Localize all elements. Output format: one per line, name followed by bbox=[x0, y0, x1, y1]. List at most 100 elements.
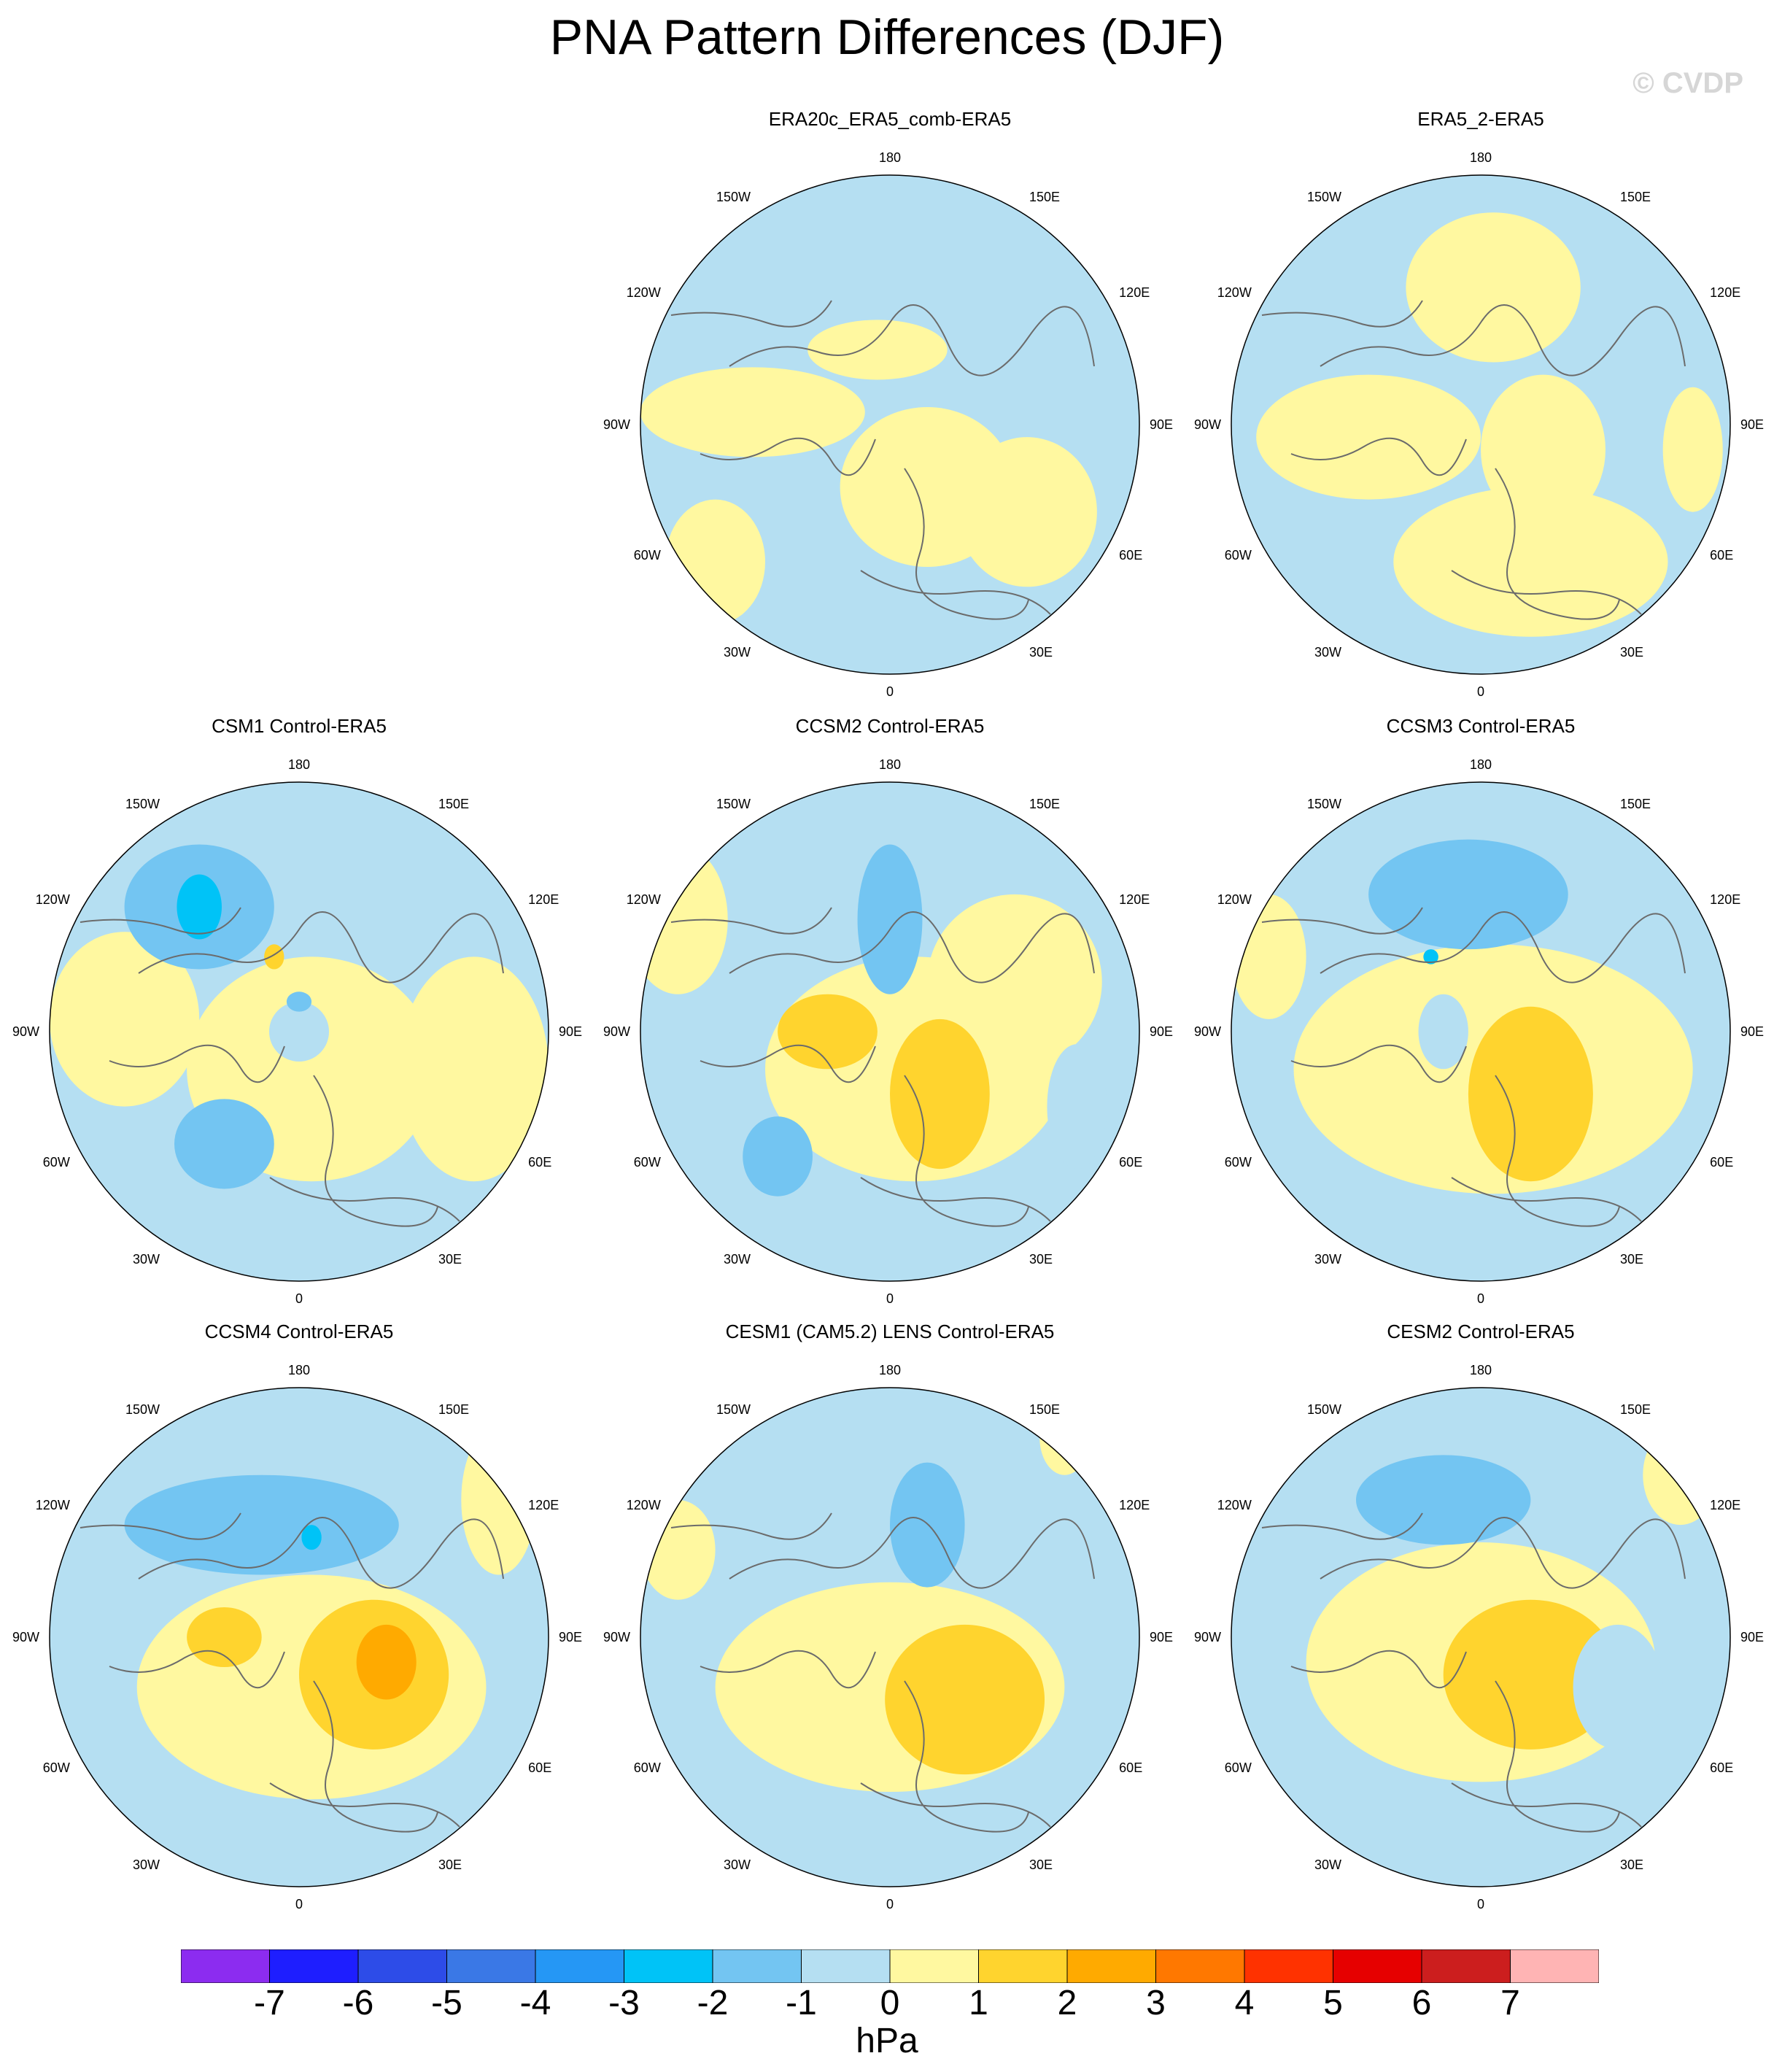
longitude-label: 90E bbox=[1150, 417, 1173, 432]
anomaly-contour-region bbox=[890, 1462, 965, 1588]
anomaly-contour-region bbox=[264, 944, 284, 970]
longitude-label: 180 bbox=[288, 757, 310, 772]
coastline bbox=[670, 907, 1095, 1227]
longitude-label: 150W bbox=[1307, 797, 1341, 811]
longitude-label: 150W bbox=[716, 1402, 751, 1417]
longitude-label: 30E bbox=[1620, 1252, 1643, 1267]
colorbar-tick-label: -1 bbox=[786, 1984, 817, 2022]
anomaly-contour-region bbox=[398, 956, 549, 1182]
polar-map: 180 0 150W 150E 120W 120E 90W 90E 60W 60E 30W 30E bbox=[603, 1363, 1173, 1911]
longitude-label: 120E bbox=[1710, 892, 1740, 907]
longitude-label: 90E bbox=[1150, 1024, 1173, 1039]
longitude-label: 120E bbox=[1710, 1498, 1740, 1512]
longitude-label: 150W bbox=[1307, 1402, 1341, 1417]
longitude-label: 90W bbox=[603, 417, 630, 432]
longitude-label: 90W bbox=[1194, 417, 1221, 432]
colorbar-swatch bbox=[1333, 1949, 1422, 1983]
longitude-label: 30W bbox=[724, 1252, 751, 1267]
map-boundary bbox=[1231, 781, 1731, 1282]
colorbar-tick-label: -3 bbox=[608, 1984, 640, 2022]
anomaly-contour-region bbox=[1393, 487, 1668, 637]
panel-title: ERA5_2-ERA5 bbox=[1417, 108, 1544, 130]
longitude-label: 60W bbox=[1225, 548, 1252, 563]
colorbar-ticks: -7 -6 -5 -4 -3 -2 -1 0 1 2 3 4 5 6 7 bbox=[0, 1983, 1774, 2034]
longitude-label: 150E bbox=[1620, 190, 1651, 204]
longitude-label: 180 bbox=[1470, 1363, 1492, 1377]
longitude-label: 180 bbox=[879, 150, 901, 165]
longitude-label: 60E bbox=[1119, 548, 1142, 563]
anomaly-contour-region bbox=[927, 894, 1102, 1070]
longitude-label: 120E bbox=[1119, 892, 1150, 907]
longitude-label: 60W bbox=[634, 1155, 661, 1170]
anomaly-contour-region bbox=[1643, 1425, 1718, 1526]
panel-title: CCSM2 Control-ERA5 bbox=[795, 715, 985, 737]
longitude-label: 0 bbox=[1477, 1291, 1484, 1306]
map-boundary bbox=[1231, 174, 1731, 675]
map-boundary bbox=[1231, 1387, 1731, 1887]
longitude-label: 180 bbox=[879, 1363, 901, 1377]
longitude-label: 150W bbox=[716, 190, 751, 204]
coastline bbox=[670, 1512, 1095, 1833]
coastline bbox=[1261, 1512, 1686, 1833]
longitude-label: 0 bbox=[886, 1897, 894, 1911]
longitude-label: 0 bbox=[886, 684, 894, 699]
longitude-label: 90E bbox=[1740, 417, 1764, 432]
polar-map: 180 0 150W 150E 120W 120E 90W 90E 60W 60E 30W 30E bbox=[12, 1363, 582, 1911]
longitude-label: 30E bbox=[1620, 645, 1643, 660]
longitude-label: 60W bbox=[1225, 1760, 1252, 1775]
longitude-label: 60W bbox=[634, 1760, 661, 1775]
panel-title: CSM1 Control-ERA5 bbox=[212, 715, 387, 737]
anomaly-contour-region bbox=[1047, 1044, 1107, 1170]
longitude-label: 180 bbox=[288, 1363, 310, 1377]
longitude-label: 60W bbox=[634, 548, 661, 563]
longitude-label: 60W bbox=[43, 1760, 70, 1775]
longitude-label: 150E bbox=[1620, 1402, 1651, 1417]
longitude-label: 30E bbox=[1029, 1252, 1053, 1267]
colorbar-swatch bbox=[1155, 1949, 1245, 1983]
longitude-label: 90W bbox=[1194, 1630, 1221, 1644]
longitude-label: 150E bbox=[1029, 797, 1060, 811]
coastline bbox=[1261, 907, 1686, 1227]
longitude-label: 120W bbox=[36, 1498, 70, 1512]
colorbar-swatch bbox=[712, 1949, 802, 1983]
polar-map: 180 0 150W 150E 120W 120E 90W 90E 60W 60E 30W 30E bbox=[1194, 757, 1764, 1306]
map-boundary bbox=[640, 781, 1140, 1282]
longitude-label: 60E bbox=[528, 1155, 551, 1170]
panel-title: CCSM3 Control-ERA5 bbox=[1386, 715, 1576, 737]
colorbar-tick-label: -7 bbox=[254, 1984, 285, 2022]
longitude-label: 120W bbox=[1217, 892, 1252, 907]
colorbar-swatch bbox=[978, 1949, 1068, 1983]
polar-map: 180 0 150W 150E 120W 120E 90W 90E 60W 60E 30W 30E bbox=[1194, 1363, 1764, 1911]
colorbar-tick-label: -6 bbox=[342, 1984, 374, 2022]
colorbar-swatch bbox=[1066, 1949, 1156, 1983]
polar-map: 180 0 150W 150E 120W 120E 90W 90E 60W 60E 30W 30E bbox=[1194, 150, 1764, 699]
colorbar-tick-label: 6 bbox=[1411, 1984, 1432, 2022]
anomaly-contour-region bbox=[640, 367, 865, 457]
longitude-label: 30E bbox=[1029, 645, 1053, 660]
anomaly-contour-region bbox=[1256, 374, 1481, 500]
longitude-label: 60E bbox=[1119, 1155, 1142, 1170]
colorbar-tick-label: 7 bbox=[1500, 1984, 1520, 2022]
map-panel: CESM2 Control-ERA5 180 0 150W 150E 120W 120E 90… bbox=[1182, 1321, 1774, 1911]
longitude-label: 150E bbox=[438, 797, 469, 811]
anomaly-contour-region bbox=[301, 1525, 322, 1550]
colorbar-units: hPa bbox=[856, 2022, 918, 2060]
longitude-label: 60E bbox=[528, 1760, 551, 1775]
longitude-label: 60E bbox=[1710, 548, 1733, 563]
longitude-label: 30W bbox=[133, 1858, 160, 1872]
colorbar-tick-label: -2 bbox=[697, 1984, 729, 2022]
coastline bbox=[670, 300, 1095, 620]
longitude-label: 60E bbox=[1119, 1760, 1142, 1775]
longitude-label: 120E bbox=[1119, 1498, 1150, 1512]
longitude-label: 120E bbox=[528, 892, 559, 907]
longitude-label: 120W bbox=[36, 892, 70, 907]
longitude-label: 30E bbox=[1620, 1858, 1643, 1872]
longitude-label: 120W bbox=[1217, 285, 1252, 300]
colorbar-tick-label: 3 bbox=[1146, 1984, 1166, 2022]
anomaly-contour-region bbox=[807, 320, 948, 380]
panel-title: CESM1 (CAM5.2) LENS Control-ERA5 bbox=[725, 1321, 1055, 1342]
anomaly-contour-region bbox=[1368, 839, 1568, 950]
anomaly-contour-region bbox=[885, 1624, 1045, 1775]
colorbar-swatch bbox=[1244, 1949, 1333, 1983]
longitude-label: 90E bbox=[1740, 1024, 1764, 1039]
